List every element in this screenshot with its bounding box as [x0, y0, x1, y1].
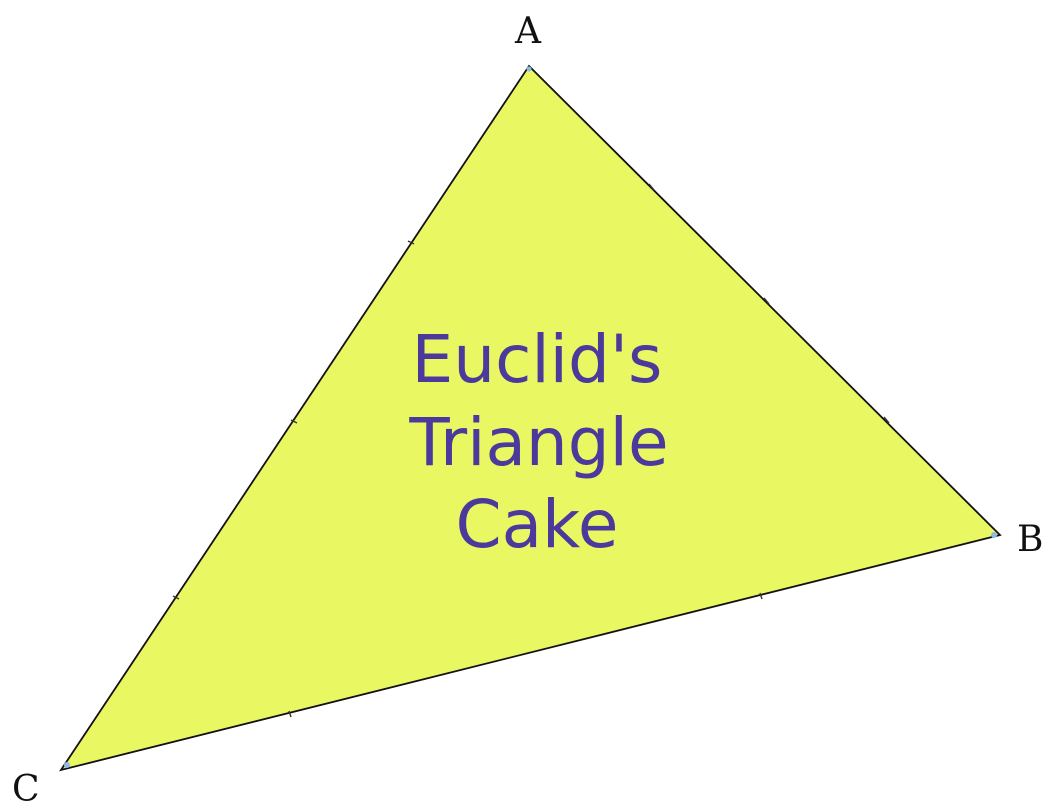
tick-ac-3 — [172, 595, 180, 600]
vertex-label-a: A — [514, 11, 542, 52]
edge-tick-marks — [172, 183, 890, 718]
tick-ab-2 — [763, 297, 770, 305]
tick-bc-2 — [288, 710, 292, 718]
tick-bc-1 — [759, 592, 763, 600]
vertex-markers — [64, 66, 997, 768]
vertex-label-b: B — [1017, 519, 1043, 560]
cake-title-line-2: Triangle — [408, 404, 668, 481]
tick-ac-2 — [290, 419, 298, 424]
tick-ab-3 — [883, 416, 890, 424]
vertex-marker-a — [526, 66, 532, 72]
triangle-shape — [58, 64, 1002, 772]
vertex-marker-b — [991, 532, 997, 538]
cake-title-line-3: Cake — [455, 486, 618, 563]
vertex-marker-c — [64, 762, 70, 768]
cake-title-line-1: Euclid's — [412, 321, 663, 398]
cake-title: Euclid's Triangle Cake — [408, 321, 668, 563]
tick-ab-1 — [648, 183, 655, 191]
tick-ac-1 — [407, 240, 415, 245]
vertex-label-c: C — [12, 769, 40, 810]
